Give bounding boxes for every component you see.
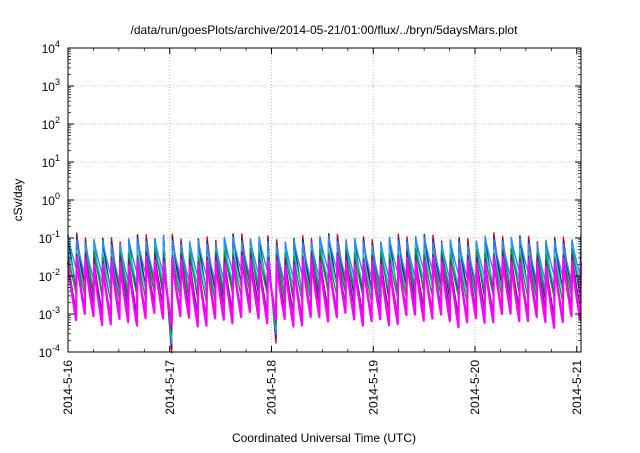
chart-title: /data/run/goesPlots/archive/2014-05-21/0…: [131, 23, 519, 37]
series-lines: [66, 232, 582, 354]
y-tick-label: 10-3: [39, 305, 60, 322]
y-tick-label: 100: [42, 191, 60, 208]
y-tick-label: 10-2: [39, 267, 60, 284]
y-tick-label: 10-1: [39, 229, 60, 246]
x-tick-label: 2014-5-20: [468, 360, 482, 415]
axis-ticks: [67, 47, 581, 353]
x-tick-label: 2014-5-19: [366, 360, 380, 415]
series-line: [66, 255, 582, 329]
y-tick-label: 104: [42, 39, 60, 56]
y-tick-label: 103: [42, 77, 60, 94]
y-axis-label: cSv/day: [11, 179, 25, 222]
x-tick-label: 2014-5-18: [265, 360, 279, 415]
x-tick-label: 2014-5-21: [570, 360, 584, 415]
y-tick-label: 102: [42, 115, 60, 132]
x-tick-label: 2014-5-17: [163, 360, 177, 415]
x-tick-label: 2014-5-16: [61, 360, 75, 415]
x-axis-label: Coordinated Universal Time (UTC): [232, 431, 416, 445]
y-tick-labels: 10-4 10-3 10-2 10-1 100 101 102 103 104: [39, 39, 60, 360]
x-tick-labels: 2014-5-16 2014-5-17 2014-5-18 2014-5-19 2014…: [61, 360, 584, 415]
y-tick-label: 101: [42, 153, 60, 170]
y-tick-label: 10-4: [39, 343, 60, 360]
